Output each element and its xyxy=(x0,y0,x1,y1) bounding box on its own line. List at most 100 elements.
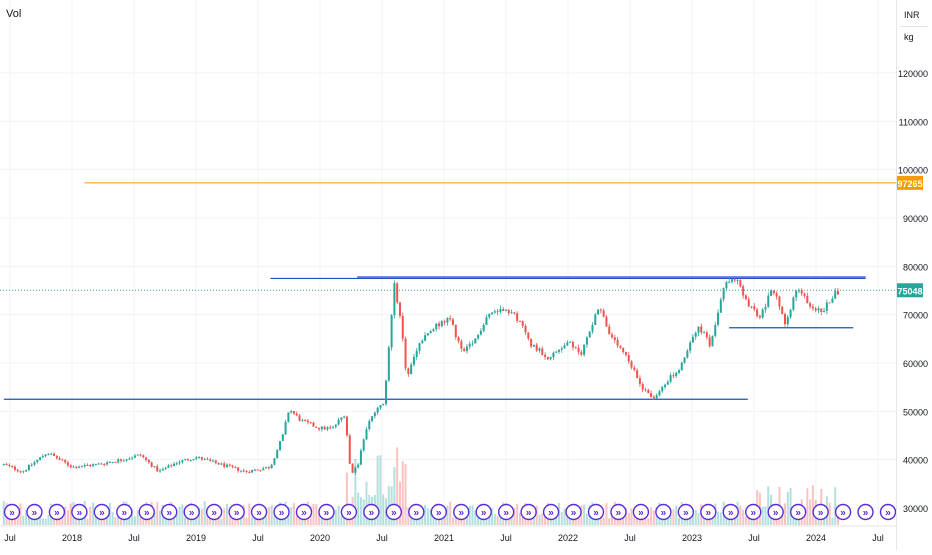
event-marker-icon[interactable]: » xyxy=(363,503,380,521)
volume-bar xyxy=(256,515,259,525)
event-marker-icon[interactable]: » xyxy=(587,503,605,521)
volume-bar xyxy=(518,512,521,525)
event-marker-icon[interactable]: » xyxy=(116,503,133,521)
event-marker-icon[interactable]: » xyxy=(789,503,807,521)
candle-body xyxy=(585,337,588,345)
event-marker-icon[interactable]: » xyxy=(497,503,515,521)
event-marker-icon[interactable]: » xyxy=(3,503,21,521)
event-marker-circle xyxy=(183,503,200,521)
y-tick-label: 70000 xyxy=(903,311,928,321)
event-marker-icon[interactable]: » xyxy=(475,503,492,521)
event-marker-icon[interactable]: » xyxy=(318,503,335,521)
event-marker-icon[interactable]: » xyxy=(610,503,627,521)
candle-body xyxy=(493,311,496,313)
currency-unit-selector[interactable]: INR kg xyxy=(900,5,928,48)
candle-body xyxy=(94,463,97,465)
event-marker-glyph: » xyxy=(211,508,217,519)
event-marker-icon[interactable]: » xyxy=(722,503,739,521)
currency-label[interactable]: INR xyxy=(904,10,920,20)
event-marker-icon[interactable]: » xyxy=(879,503,897,521)
event-marker-icon[interactable]: » xyxy=(228,503,245,521)
candle-body xyxy=(725,282,728,289)
candle-body xyxy=(131,457,134,459)
candle-body xyxy=(691,336,694,343)
candlestick-series[interactable] xyxy=(2,278,840,475)
alert-price-tag-bg xyxy=(897,175,923,190)
event-marker-icon[interactable]: » xyxy=(542,503,560,521)
event-marker-icon[interactable]: » xyxy=(745,503,762,521)
event-marker-icon[interactable]: » xyxy=(385,503,403,521)
candle-body xyxy=(78,466,81,468)
candle-body xyxy=(708,337,711,347)
candle-body xyxy=(672,375,675,377)
volume-bar xyxy=(493,514,496,525)
event-marker-icon[interactable]: » xyxy=(205,503,223,521)
drawn-horizontal-lines[interactable] xyxy=(0,182,896,400)
candle-body xyxy=(451,319,454,325)
event-marker-glyph: » xyxy=(885,508,891,519)
event-marker-icon[interactable]: » xyxy=(655,503,672,521)
event-marker-icon[interactable]: » xyxy=(520,503,537,521)
event-marker-icon[interactable]: » xyxy=(677,503,695,521)
volume-bar xyxy=(66,510,69,525)
candle-body xyxy=(212,460,215,462)
event-marker-icon[interactable]: » xyxy=(430,503,447,521)
event-marker-icon[interactable]: » xyxy=(250,503,268,521)
event-marker-icon[interactable]: » xyxy=(700,503,717,521)
volume-bar xyxy=(781,516,784,525)
candle-body xyxy=(806,295,809,304)
event-marker-glyph: » xyxy=(279,508,285,519)
candle-body xyxy=(558,349,561,352)
event-marker-circle xyxy=(93,503,111,521)
event-marker-icon[interactable]: » xyxy=(834,503,852,521)
candle-body xyxy=(728,281,731,283)
volume-bar xyxy=(47,515,50,525)
unit-label[interactable]: kg xyxy=(900,26,928,48)
event-marker-icon[interactable]: » xyxy=(453,503,470,521)
event-marker-icon[interactable]: » xyxy=(340,503,358,521)
candle-body xyxy=(485,317,488,325)
event-marker-icon[interactable]: » xyxy=(48,503,66,521)
event-marker-icon[interactable]: » xyxy=(161,503,178,521)
price-axis[interactable]: 30000 40000 50000 60000 70000 80000 90000 10000… xyxy=(896,0,932,550)
event-marker-icon[interactable]: » xyxy=(565,503,582,521)
candle-body xyxy=(206,458,209,460)
candle-body xyxy=(664,384,667,388)
volume-indicator-label[interactable]: Vol xyxy=(6,8,22,20)
event-marker-icon[interactable]: » xyxy=(767,503,784,521)
event-marker-icon[interactable]: » xyxy=(273,503,290,521)
candle-body xyxy=(465,346,468,352)
volume-bar xyxy=(811,485,814,525)
candle-body xyxy=(577,348,580,353)
event-marker-circle xyxy=(26,503,43,521)
volume-bar xyxy=(133,516,136,525)
event-marker-glyph: » xyxy=(54,508,60,519)
candle-body xyxy=(574,347,577,349)
candle-body xyxy=(652,396,655,399)
x-tick-label: 2019 xyxy=(186,533,206,543)
y-tick-label: 90000 xyxy=(903,214,928,224)
event-marker-icon[interactable]: » xyxy=(71,503,88,521)
event-marker-icon[interactable]: » xyxy=(857,503,874,521)
event-marker-icon[interactable]: » xyxy=(295,503,313,521)
candle-body xyxy=(644,389,647,391)
event-marker-icon[interactable]: » xyxy=(183,503,200,521)
event-marker-icon[interactable]: » xyxy=(93,503,111,521)
candle-body xyxy=(198,457,201,459)
event-marker-icon[interactable]: » xyxy=(408,503,425,521)
event-marker-icon[interactable]: » xyxy=(26,503,43,521)
volume-bar xyxy=(382,494,385,525)
event-markers[interactable]: » » » » » » » » » » » » » » » » » » » » » » » » » » » » » » » » » » » » » » » » xyxy=(3,503,897,521)
candle-body xyxy=(156,466,159,472)
event-marker-icon[interactable]: » xyxy=(812,503,829,521)
candle-body xyxy=(591,324,594,332)
candle-body xyxy=(613,337,616,341)
volume-bar xyxy=(661,518,664,525)
candle-body xyxy=(318,427,321,430)
event-marker-icon[interactable]: » xyxy=(138,503,155,521)
volume-bar xyxy=(156,501,159,525)
candle-body xyxy=(359,450,362,465)
candle-body xyxy=(697,326,700,333)
event-marker-icon[interactable]: » xyxy=(632,503,650,521)
